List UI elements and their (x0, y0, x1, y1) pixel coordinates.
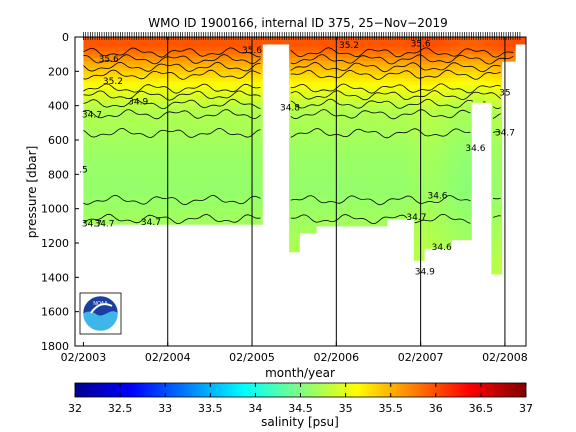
colorbar-tick-label: 36.5 (469, 402, 494, 415)
contour-line-34.65 (290, 195, 471, 206)
colorbar-tick-label: 33 (158, 402, 172, 415)
contour-line-34.7 (83, 213, 261, 224)
y-tick-label: 1400 (41, 271, 69, 284)
contour-label: 34.9 (415, 268, 435, 278)
colorbar-tick-label: 33.5 (198, 402, 223, 415)
x-tick-label: 02/2003 (61, 351, 107, 364)
y-tick-label: 1600 (41, 306, 69, 319)
contour-line-35.2 (83, 69, 261, 80)
colorbar-ticks: 32 32.5 33 33.5 34 34.5 35 35.5 36 36.5 37 (68, 383, 533, 415)
contour-label: 34.7 (141, 218, 161, 228)
contour-line-35.4 (83, 61, 261, 72)
colorbar-tick-label: 34 (248, 402, 262, 415)
contour-line-35.8 (290, 47, 514, 58)
contour-label: 34.7 (82, 111, 102, 121)
noaa-logo: NOAA (79, 292, 122, 335)
contour-label: 34.6 (465, 144, 485, 154)
contour-label: 35.6 (411, 39, 431, 49)
salinity-field (83, 37, 526, 275)
plot-frame (74, 36, 527, 347)
contour-label: 34.7 (495, 129, 515, 139)
y-tick-label: 400 (48, 100, 69, 113)
x-axis: 02/2003 02/2004 02/2005 02/2006 02/2007 02/20… (61, 342, 528, 364)
contour-line-35 (83, 83, 261, 94)
contour-line-34.7 (290, 214, 408, 225)
colorbar-tick-label: 35.5 (378, 402, 403, 415)
contour-line-34.65 (492, 131, 501, 133)
colorbar-tick-label: 37 (519, 402, 533, 415)
contour-line-34.7 (414, 213, 471, 224)
contour-line-34.8 (290, 98, 474, 109)
contour-line-35 (290, 83, 501, 94)
contour-line-34.7 (492, 113, 501, 119)
y-tick-label: 800 (48, 168, 69, 181)
contour-label: 34.6 (427, 191, 447, 201)
contour-label: 34.7 (406, 213, 426, 223)
contour-line-35.8 (83, 47, 261, 58)
y-tick-label: 0 (62, 31, 69, 44)
plot-area: 35.635.234.934.7.534.734.7 34.735.634.835… (74, 32, 527, 347)
x-axis-label: month/year (265, 366, 335, 380)
contour-line-34.7 (83, 109, 261, 120)
isohaline-contours (83, 47, 514, 225)
contour-line-34.8 (83, 98, 261, 110)
contour-line-35.2 (290, 69, 501, 80)
colorbar: 32 32.5 33 33.5 34 34.5 35 35.5 36 36.5 37 salinit… (68, 382, 533, 429)
contour-line-34.65 (493, 197, 501, 200)
contour-label: 34.8 (280, 104, 300, 114)
x-tick-label: 02/2004 (145, 351, 191, 364)
x-tick-label: 02/2008 (482, 351, 528, 364)
contour-label: 35.6 (242, 46, 262, 56)
x-tick-label: 02/2007 (398, 351, 444, 364)
contour-line-34.9 (83, 90, 261, 101)
y-tick-label: 1800 (41, 340, 69, 353)
x-tick-label: 02/2005 (229, 351, 275, 364)
y-tick-label: 1200 (41, 237, 69, 250)
colorbar-tick-label: 35 (339, 402, 353, 415)
contour-line-35.4 (290, 62, 501, 73)
contour-line-34.7 (492, 215, 501, 218)
y-tick-label: 200 (48, 65, 69, 78)
contour-line-34.9 (290, 90, 501, 101)
colorbar-tick-label: 32 (68, 402, 82, 415)
colorbar-tick-label: 36 (429, 402, 443, 415)
contour-label: 35.2 (103, 77, 123, 87)
contour-label: 34.7 (82, 220, 102, 230)
x-tick-label: 02/2006 (313, 351, 359, 364)
contour-line-34.8 (492, 106, 501, 110)
contour-line-34.65 (83, 194, 261, 206)
chart-title: WMO ID 1900166, internal ID 375, 25−Nov−… (148, 16, 447, 30)
contour-line-34.65 (83, 127, 261, 138)
contour-label: 34.7 (94, 220, 114, 230)
contour-label: 35 (499, 88, 510, 98)
profile-tick-marks (83, 32, 521, 40)
contour-label: 35.6 (99, 55, 119, 65)
colorbar-tick-label: 34.5 (288, 402, 313, 415)
contour-line-35.6 (290, 54, 514, 65)
contour-line-34.65 (290, 128, 471, 139)
y-axis: 0 200 400 600 800 1000 1200 1400 1600 1800 (41, 31, 79, 353)
contour-label: 34.9 (128, 98, 148, 108)
contour-line-34.7 (290, 109, 471, 120)
y-tick-label: 600 (48, 134, 69, 147)
year-marker-lines (167, 37, 506, 346)
contour-labels: 35.635.234.934.7.534.734.7 34.735.634.835… (79, 39, 515, 277)
y-axis-label: pressure [dbar] (25, 146, 39, 239)
contour-label: 35.2 (339, 41, 359, 51)
colorbar-label: salinity [psu] (261, 415, 339, 429)
colorbar-tick-label: 32.5 (108, 402, 133, 415)
contour-label: 34.6 (432, 243, 452, 253)
contour-line-35.6 (83, 54, 261, 65)
contour-label: .5 (79, 166, 88, 176)
y-tick-label: 1000 (41, 203, 69, 216)
